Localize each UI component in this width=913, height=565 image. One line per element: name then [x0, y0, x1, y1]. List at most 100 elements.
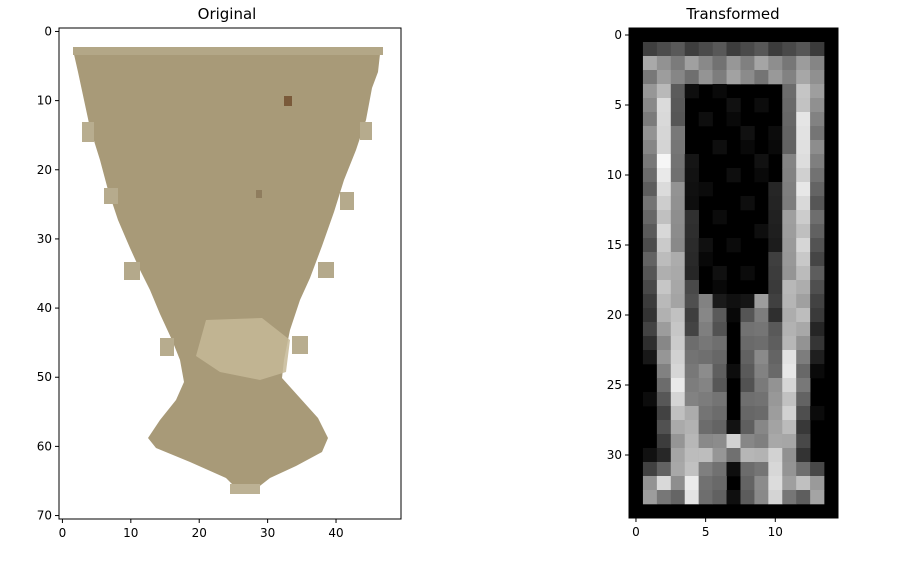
transformed-pixel — [712, 378, 727, 393]
transformed-pixel — [810, 112, 825, 127]
transformed-pixel — [656, 140, 672, 155]
transformed-pixel — [670, 336, 686, 351]
transformed-pixel — [740, 56, 755, 71]
transformed-pixel — [684, 56, 699, 71]
transformed-pixel — [726, 462, 741, 477]
original-dark-spot — [256, 190, 262, 198]
transformed-pixel — [796, 280, 811, 295]
transformed-pixel — [754, 322, 769, 337]
transformed-pixel — [656, 70, 672, 85]
transformed-pixel — [642, 294, 658, 309]
transformed-pixel — [810, 336, 825, 351]
y-tick-label: 70 — [37, 509, 52, 523]
original-shape — [73, 47, 380, 492]
transformed-pixel — [670, 266, 686, 281]
transformed-pixel — [796, 56, 811, 71]
transformed-pixel — [684, 434, 699, 449]
transformed-pixel — [670, 210, 686, 225]
transformed-pixel — [684, 70, 699, 85]
transformed-pixel — [642, 210, 658, 225]
transformed-pixel — [712, 462, 727, 477]
transformed-pixel — [642, 182, 658, 197]
transformed-pixel — [642, 448, 658, 463]
transformed-pixel — [642, 196, 658, 211]
transformed-pixel — [642, 98, 658, 113]
transformed-pixel — [642, 224, 658, 239]
transformed-axes-frame — [628, 27, 839, 519]
transformed-pixel — [656, 84, 672, 99]
transformed-pixel — [740, 434, 755, 449]
transformed-pixel — [656, 490, 672, 505]
transformed-pixel — [810, 364, 825, 379]
transformed-pixel — [698, 336, 713, 351]
transformed-pixel — [712, 420, 727, 435]
transformed-pixel — [726, 490, 741, 505]
transformed-pixel — [684, 238, 699, 253]
transformed-pixel — [782, 350, 797, 365]
transformed-pixel — [670, 56, 686, 71]
transformed-pixel — [656, 336, 672, 351]
transformed-pixel — [796, 462, 811, 477]
transformed-pixel — [754, 392, 769, 407]
original-edge-notch — [124, 262, 140, 280]
x-tick-label: 0 — [59, 526, 67, 540]
transformed-pixel — [782, 182, 797, 197]
transformed-pixel — [656, 238, 672, 253]
transformed-pixel — [796, 434, 811, 449]
transformed-pixel — [740, 364, 755, 379]
transformed-pixel — [698, 476, 713, 491]
y-tick-label: 0 — [614, 28, 622, 42]
original-panel: Original 0 10 20 30 40 0 10 20 30 40 50 60 70 — [37, 5, 402, 540]
transformed-pixel — [642, 462, 658, 477]
transformed-pixel — [810, 210, 825, 225]
transformed-pixel — [796, 322, 811, 337]
transformed-pixel — [684, 210, 699, 225]
transformed-pixel — [670, 168, 686, 183]
transformed-pixel — [782, 266, 797, 281]
transformed-pixel — [740, 476, 755, 491]
y-tick-label: 30 — [37, 232, 52, 246]
transformed-pixel — [768, 308, 783, 323]
y-tick-label: 5 — [614, 98, 622, 112]
transformed-pixel — [810, 98, 825, 113]
transformed-pixel — [656, 434, 672, 449]
transformed-pixel — [684, 336, 699, 351]
transformed-pixel — [768, 490, 783, 505]
transformed-pixel — [698, 182, 713, 197]
transformed-pixels — [642, 42, 825, 505]
transformed-pixel — [642, 252, 658, 267]
transformed-pixel — [670, 252, 686, 267]
transformed-pixel — [796, 238, 811, 253]
transformed-pixel — [768, 56, 783, 71]
transformed-pixel — [810, 42, 825, 57]
transformed-pixel — [740, 70, 755, 85]
y-tick-label: 50 — [37, 370, 52, 384]
transformed-pixel — [712, 476, 727, 491]
transformed-pixel — [670, 294, 686, 309]
transformed-pixel — [698, 56, 713, 71]
transformed-pixel — [740, 490, 755, 505]
transformed-pixel — [726, 434, 741, 449]
transformed-pixel — [670, 462, 686, 477]
original-edge-notch — [82, 122, 94, 142]
transformed-pixel — [656, 406, 672, 421]
transformed-pixel — [740, 308, 755, 323]
transformed-pixel — [810, 308, 825, 323]
transformed-pixel — [810, 182, 825, 197]
transformed-pixel — [782, 238, 797, 253]
original-edge-top — [73, 47, 383, 55]
transformed-pixel — [754, 154, 769, 169]
transformed-pixel — [810, 406, 825, 421]
transformed-pixel — [726, 294, 741, 309]
transformed-pixel — [726, 98, 741, 113]
transformed-pixel — [726, 448, 741, 463]
transformed-pixel — [642, 392, 658, 407]
transformed-pixel — [768, 476, 783, 491]
transformed-pixel — [726, 112, 741, 127]
transformed-pixel — [810, 238, 825, 253]
transformed-pixel — [670, 140, 686, 155]
transformed-pixel — [740, 294, 755, 309]
transformed-pixel — [810, 84, 825, 99]
transformed-pixel — [656, 392, 672, 407]
transformed-pixel — [656, 420, 672, 435]
